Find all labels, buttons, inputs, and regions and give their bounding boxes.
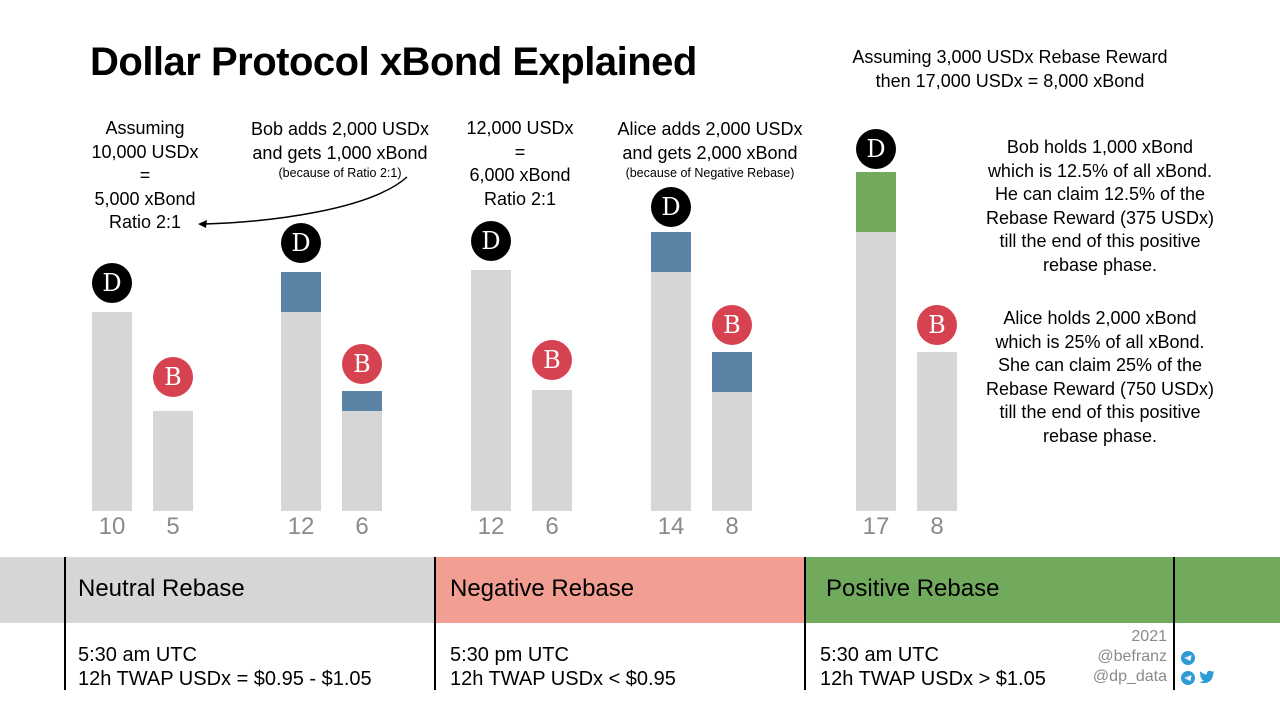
phase-time: 5:30 am UTC xyxy=(820,644,939,666)
note-line: He can claim 12.5% of the xyxy=(994,184,1206,204)
negative-phase-label: Negative Rebase xyxy=(450,575,635,602)
note-line: Bob holds 1,000 xBond xyxy=(1006,137,1194,157)
note-line: 10,000 USDx xyxy=(91,141,199,162)
timeline-divider xyxy=(434,557,436,690)
twitter-icon[interactable] xyxy=(1199,670,1215,684)
timeline-divider xyxy=(1173,557,1175,690)
note-line: 5,000 xBond xyxy=(94,188,196,209)
page-title: Dollar Protocol xBond Explained xyxy=(90,40,697,84)
xbond-added-segment xyxy=(712,352,752,392)
note-line: = xyxy=(514,141,526,162)
dollar-token-icon: D xyxy=(281,223,321,263)
note-line: rebase phase. xyxy=(1042,254,1158,275)
timeline-divider xyxy=(804,557,806,690)
note-initial-ratio: Assuming 10,000 USDx = 5,000 xBond Ratio… xyxy=(65,117,225,235)
dollar-token-icon: D xyxy=(92,263,132,303)
note-ratio-after-bob: 12,000 USDx = 6,000 xBond Ratio 2:1 xyxy=(440,117,600,211)
note-small: (because of Negative Rebase) xyxy=(625,166,795,180)
telegram-icon[interactable] xyxy=(1181,651,1195,665)
usdx-added-segment xyxy=(651,232,691,272)
note-line: 6,000 xBond xyxy=(469,165,571,185)
usdx-bar xyxy=(281,312,321,511)
telegram-icon[interactable] xyxy=(1181,671,1195,685)
note-line: rebase phase. xyxy=(1042,425,1158,446)
usdx-bar xyxy=(856,232,896,511)
bob-claim-note: Bob holds 1,000 xBond which is 12.5% of … xyxy=(960,136,1240,277)
note-line: Assuming xyxy=(105,118,185,138)
note-line: till the end of this positive xyxy=(999,231,1201,251)
xbond-value: 8 xyxy=(930,513,944,540)
alice-claim-note: Alice holds 2,000 xBond which is 25% of … xyxy=(960,307,1240,448)
phase-time: 5:30 am UTC xyxy=(78,644,197,666)
usdx-bar xyxy=(651,272,691,511)
usdx-value: 17 xyxy=(862,513,890,540)
dollar-token-icon: D xyxy=(651,187,691,227)
note-line: = xyxy=(139,165,151,185)
phase-condition: 12h TWAP USDx = $0.95 - $1.05 xyxy=(78,668,372,690)
xbond-value: 6 xyxy=(545,513,559,540)
note-line: till the end of this positive xyxy=(999,402,1201,422)
timeline-divider xyxy=(64,557,66,690)
positive-phase-info: 5:30 am UTC 12h TWAP USDx > $1.05 xyxy=(820,643,1046,691)
usdx-value: 14 xyxy=(657,513,685,540)
xbond-value: 8 xyxy=(725,513,739,540)
negative-phase-info: 5:30 pm UTC 12h TWAP USDx < $0.95 xyxy=(450,643,676,691)
usdx-value: 10 xyxy=(98,513,126,540)
note-line: Alice holds 2,000 xBond xyxy=(1003,308,1197,328)
note-line: Rebase Reward (375 USDx) xyxy=(985,207,1215,228)
phase-condition: 12h TWAP USDx < $0.95 xyxy=(450,668,676,690)
xbond-bar xyxy=(153,411,193,511)
xbond-bar xyxy=(917,352,957,511)
neutral-phase-label: Neutral Rebase xyxy=(78,575,245,602)
neutral-phase-band xyxy=(0,557,435,623)
xbond-bar xyxy=(532,390,572,511)
xbond-token-icon: B xyxy=(342,344,382,384)
xbond-added-segment xyxy=(342,391,382,411)
xbond-value: 6 xyxy=(355,513,369,540)
usdx-added-segment xyxy=(281,272,321,312)
note-line: and gets 1,000 xBond xyxy=(252,142,428,163)
phase-condition: 12h TWAP USDx > $1.05 xyxy=(820,668,1046,690)
usdx-bar xyxy=(471,270,511,511)
usdx-bar xyxy=(92,312,132,511)
note-line: which is 25% of all xBond. xyxy=(995,331,1205,352)
dollar-token-icon: D xyxy=(856,129,896,169)
xbond-token-icon: B xyxy=(917,305,957,345)
note-line: Ratio 2:1 xyxy=(483,188,557,209)
positive-phase-label: Positive Rebase xyxy=(826,575,1000,602)
credit-year: 2021 xyxy=(1131,628,1167,645)
dollar-token-icon: D xyxy=(471,221,511,261)
reward-assumption-line1: Assuming 3,000 USDx Rebase Reward xyxy=(852,47,1168,67)
xbond-token-icon: B xyxy=(153,357,193,397)
negative-phase-band xyxy=(435,557,805,623)
note-alice-adds: Alice adds 2,000 USDx and gets 2,000 xBo… xyxy=(595,118,825,181)
rebase-reward-segment xyxy=(856,172,896,232)
note-line: and gets 2,000 xBond xyxy=(622,142,798,163)
xbond-value: 5 xyxy=(166,513,180,540)
xbond-token-icon: B xyxy=(532,340,572,380)
usdx-value: 12 xyxy=(477,513,505,540)
note-line: which is 12.5% of all xBond. xyxy=(987,160,1213,181)
note-line: Bob adds 2,000 USDx xyxy=(250,119,430,139)
xbond-bar xyxy=(342,411,382,511)
note-line: Ratio 2:1 xyxy=(108,212,182,232)
xbond-token-icon: B xyxy=(712,305,752,345)
note-line: She can claim 25% of the xyxy=(997,355,1203,375)
note-bob-adds: Bob adds 2,000 USDx and gets 1,000 xBond… xyxy=(225,118,455,181)
neutral-phase-info: 5:30 am UTC 12h TWAP USDx = $0.95 - $1.0… xyxy=(78,643,372,691)
usdx-value: 12 xyxy=(287,513,315,540)
positive-phase-band xyxy=(805,557,1280,623)
reward-assumption-line2: then 17,000 USDx = 8,000 xBond xyxy=(875,70,1145,91)
pointer-arrow-icon xyxy=(198,176,408,228)
note-line: Alice adds 2,000 USDx xyxy=(617,119,803,139)
phase-time: 5:30 pm UTC xyxy=(450,644,569,666)
credit-handle-dp-data[interactable]: @dp_data xyxy=(1092,668,1167,685)
xbond-bar xyxy=(712,392,752,511)
credit-handle-befranz[interactable]: @befranz xyxy=(1097,648,1167,665)
note-small: (because of Ratio 2:1) xyxy=(278,166,402,180)
note-line: Rebase Reward (750 USDx) xyxy=(985,378,1215,399)
reward-assumption: Assuming 3,000 USDx Rebase Reward then 1… xyxy=(820,46,1200,93)
note-line: 12,000 USDx xyxy=(466,118,574,138)
